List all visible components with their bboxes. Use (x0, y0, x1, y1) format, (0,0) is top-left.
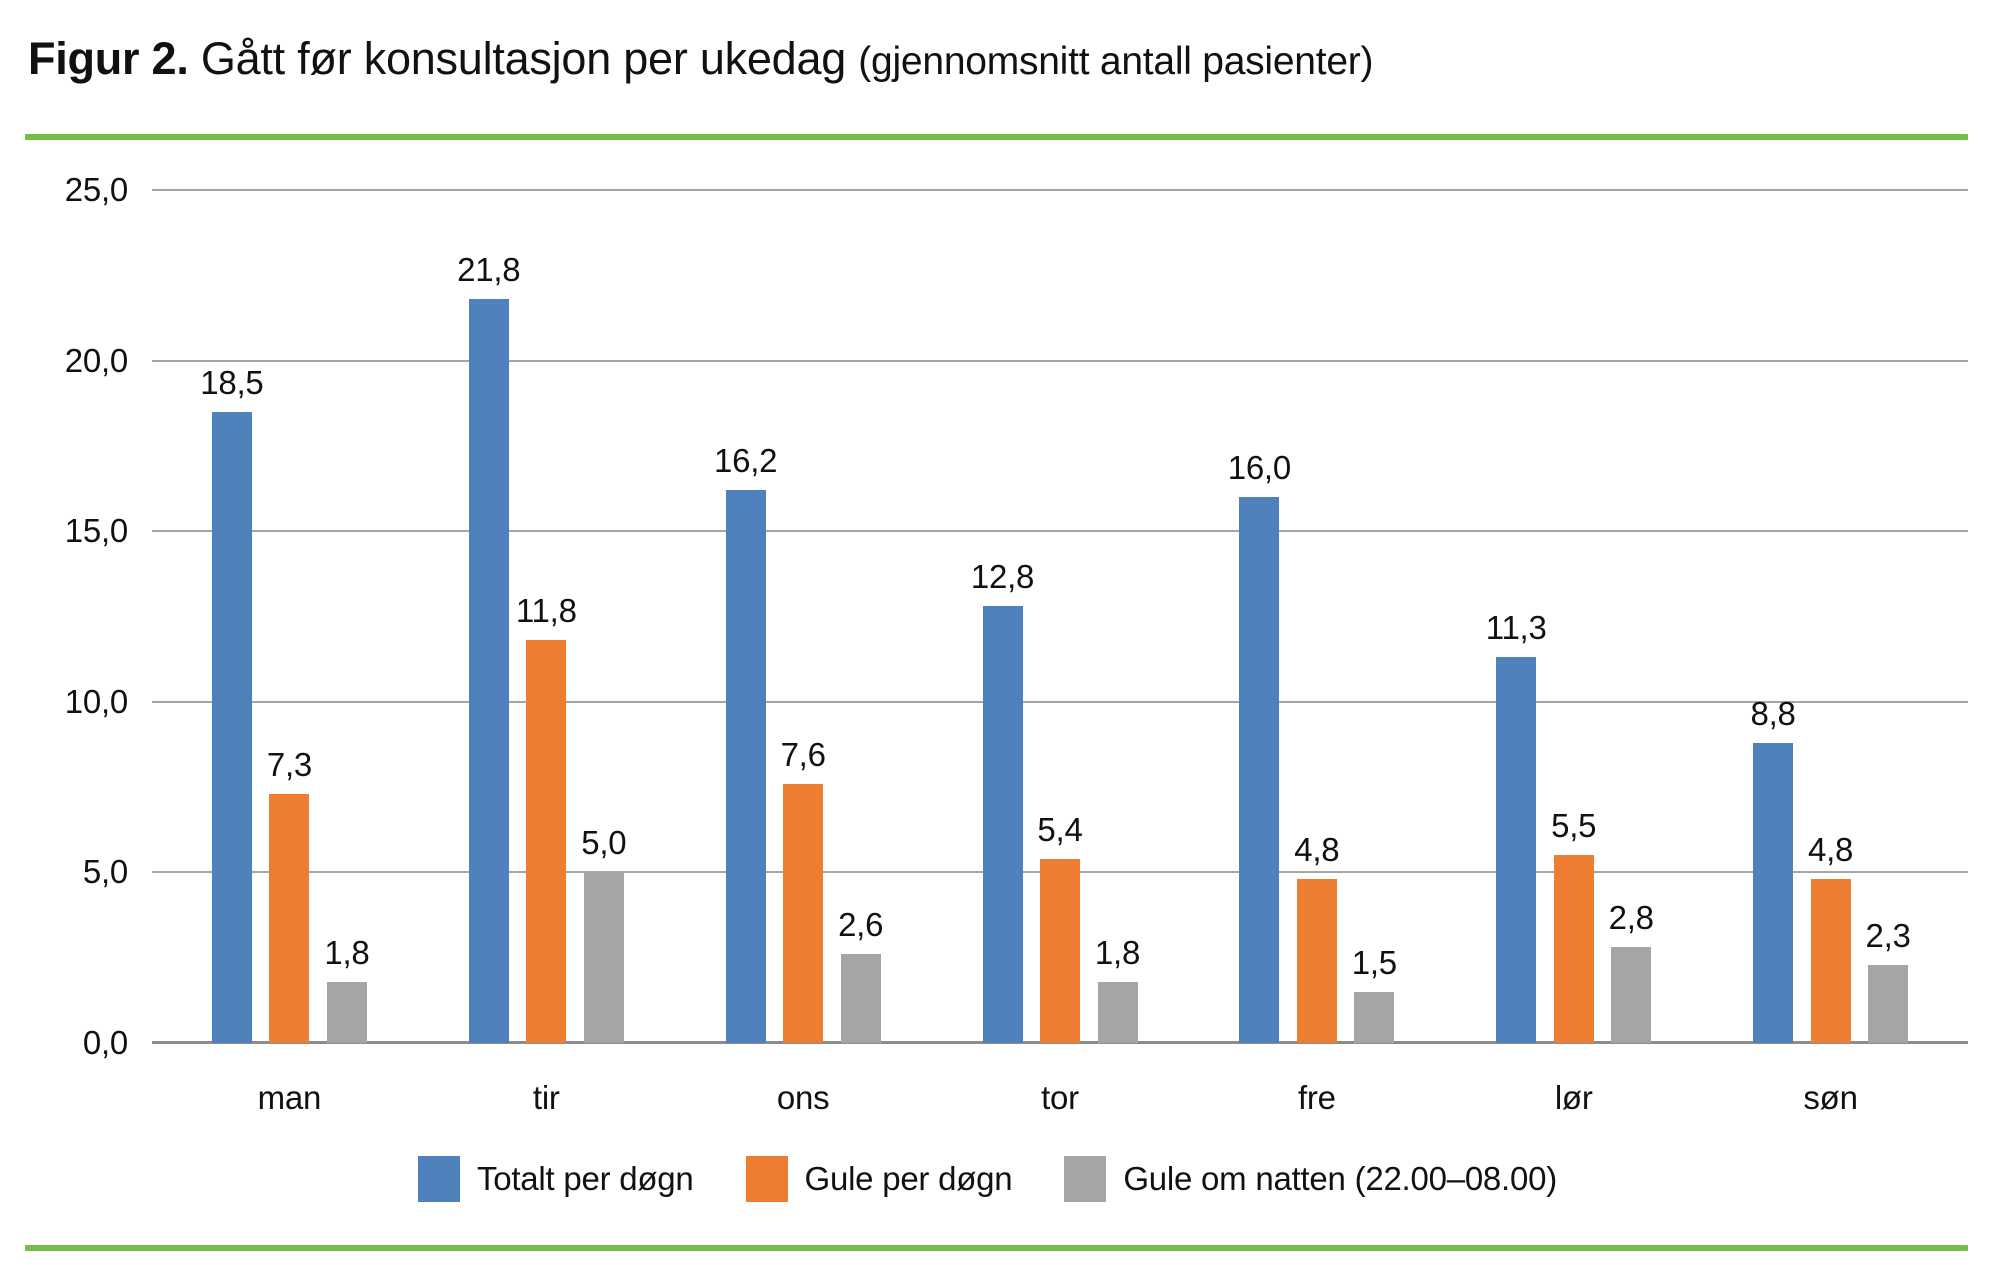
bar-value-label: 11,3 (1485, 609, 1547, 647)
legend: Totalt per døgn Gule per døgn Gule om natt… (418, 1156, 1557, 1202)
bar-value-label: 18,5 (200, 363, 264, 401)
bar (526, 640, 567, 1043)
bar (1753, 742, 1794, 1043)
bar (783, 783, 824, 1043)
legend-swatch (1064, 1156, 1107, 1202)
bar-value-label: 1,8 (1094, 933, 1141, 971)
bar (468, 299, 509, 1043)
gridline (152, 359, 1968, 362)
gridline (152, 700, 1968, 703)
category-label: søn (1803, 1079, 1858, 1116)
bar-value-label: 16,0 (1227, 449, 1292, 487)
bottom-divider-rule (25, 1245, 1968, 1251)
legend-item: Gule per døgn (745, 1156, 1013, 1202)
bar-value-label: 1,8 (324, 933, 370, 971)
gridline (152, 530, 1968, 533)
category-label: man (257, 1079, 322, 1116)
y-tick-label: 0,0 (82, 1024, 128, 1061)
legend-item: Totalt per døgn (418, 1156, 694, 1202)
bar (1868, 964, 1909, 1043)
gridline (152, 189, 1968, 191)
bar-value-label: 16,2 (714, 442, 778, 480)
bar-value-label: 11,8 (515, 592, 577, 630)
bar (1296, 879, 1337, 1043)
category-label: tor (1041, 1079, 1079, 1116)
y-tick-label: 25,0 (64, 171, 129, 208)
bar-value-label: 2,6 (838, 906, 884, 944)
legend-label: Gule om natten (22.00–08.00) (1123, 1160, 1557, 1197)
bar (211, 411, 252, 1043)
category-label: lør (1554, 1079, 1593, 1116)
y-axis: 0,0 5,0 10,0 15,0 20,0 25,0 (0, 171, 130, 1061)
chart-title-paren: (gjennomsnitt antall pasienter) (858, 40, 1374, 83)
bar-value-label: 7,6 (780, 735, 826, 773)
y-tick-label: 15,0 (64, 512, 129, 550)
legend-label: Totalt per døgn (477, 1160, 694, 1197)
bar-value-label: 8,8 (1750, 694, 1796, 732)
chart-title-main: Gått før konsultasjon per ukedag (188, 33, 859, 84)
bar (1496, 657, 1537, 1043)
plot-area: 18,5 7,3 1,8 21,8 11,8 5,0 16,2 7,6 2,6 12,8 5,4 1,… (152, 189, 1968, 1044)
bar-value-label: 4,8 (1294, 831, 1340, 869)
top-divider-rule (25, 134, 1968, 140)
y-tick-label: 10,0 (64, 682, 129, 720)
category-label: fre (1297, 1079, 1336, 1116)
bar (1553, 855, 1594, 1043)
bar-value-label: 12,8 (970, 558, 1035, 596)
bar-value-label: 4,8 (1807, 831, 1854, 869)
bar (1239, 497, 1280, 1043)
x-axis: man tir ons tor fre lør søn (152, 1078, 1968, 1128)
bar-value-label: 5,5 (1551, 807, 1597, 845)
category-label: tir (532, 1079, 560, 1116)
legend-item: Gule om natten (22.00–08.00) (1064, 1156, 1557, 1202)
bar (982, 606, 1023, 1043)
category-label: ons (776, 1079, 830, 1116)
bar (1097, 981, 1138, 1043)
bar (326, 981, 367, 1043)
legend-swatch (418, 1156, 460, 1202)
bar (1354, 991, 1395, 1043)
bar (840, 954, 881, 1043)
bar-value-label: 7,3 (266, 745, 312, 783)
bar-value-label: 2,8 (1608, 899, 1654, 937)
bar-value-label: 21,8 (457, 251, 521, 289)
bar (1810, 879, 1851, 1043)
bar (725, 490, 766, 1043)
chart-title-prefix: Figur 2. (28, 33, 189, 84)
legend-swatch (745, 1156, 788, 1202)
bar (1611, 947, 1652, 1043)
bar (269, 793, 310, 1043)
y-tick-label: 5,0 (82, 853, 128, 891)
bar (1040, 858, 1080, 1043)
bar-value-label: 1,5 (1351, 943, 1397, 981)
bar (583, 872, 624, 1043)
legend-label: Gule per døgn (804, 1160, 1013, 1197)
bar-value-label: 2,3 (1865, 916, 1911, 954)
y-tick-label: 20,0 (64, 341, 129, 379)
bar-value-label: 5,4 (1037, 810, 1083, 848)
bar-value-label: 5,0 (581, 824, 627, 862)
chart-title: Figur 2. Gått før konsultasjon per ukeda… (28, 30, 1928, 91)
